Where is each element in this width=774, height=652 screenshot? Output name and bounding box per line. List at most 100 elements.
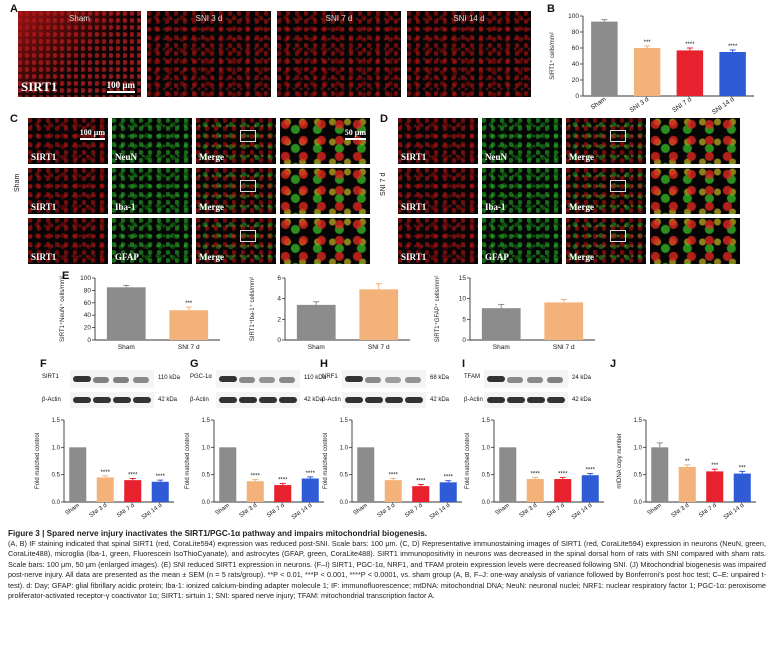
category-label: SNI 7 d <box>178 344 200 351</box>
blot-strip-loading <box>484 392 568 408</box>
blot-target-kda: 68 kDa <box>430 375 450 381</box>
blot-band <box>365 377 381 383</box>
micrograph-c-r3-red: SIRT1 <box>28 218 108 264</box>
bar <box>69 447 87 502</box>
caption-body: (A, B) IF staining indicated that spinal… <box>8 539 766 601</box>
blot-band <box>365 397 383 403</box>
chart-e1: SIRT1⁺NeuN⁺ cells/mm² 0 20 40 60 80 100 Sham ***… <box>59 275 220 351</box>
category-label: Sham <box>308 344 325 351</box>
category-label: Sham <box>647 503 663 517</box>
panel-letter-b: B <box>547 3 555 15</box>
micrograph-d-r2-green: Iba-1 <box>482 168 562 214</box>
category-label: SNI 3 d <box>519 503 539 519</box>
blot-loading-label: β-Actin <box>42 397 61 403</box>
scale-bar: 100 μm <box>79 128 105 140</box>
y-axis-label: SIRT1⁺ cells/mm² <box>549 32 556 79</box>
y-axis-label: SIRT1⁺GFAP⁺ cells/mm² <box>434 276 441 343</box>
bar <box>439 482 457 502</box>
scale-bar-label: 100 μm <box>106 80 135 90</box>
bar <box>481 308 521 340</box>
micrograph-c-r3-merge: Merge <box>196 218 276 264</box>
blot-band <box>239 377 255 383</box>
micrograph-c-r2-red: SIRT1 <box>28 168 108 214</box>
blot-target-label: SIRT1 <box>42 374 59 380</box>
y-tick-label: 0.0 <box>634 500 643 506</box>
zoom-region-box <box>240 230 256 242</box>
y-tick-label: 1.0 <box>52 445 61 451</box>
y-axis-label: SIRT1⁺NeuN⁺ cells/mm² <box>59 276 66 342</box>
marker-label: Iba-1 <box>115 202 136 212</box>
bar <box>678 467 696 502</box>
blot-band <box>279 397 297 403</box>
bar <box>544 302 584 340</box>
micrograph-a-sni3: SNI 3 d <box>147 11 271 97</box>
blot-loading-label: β-Actin <box>190 397 209 403</box>
micrograph-d-r2-red: SIRT1 <box>398 168 478 214</box>
chart-b: SIRT1⁺ cells/mm² 0 20 40 60 80 100 Sham *** SNI 3… <box>549 13 754 116</box>
blot-band <box>405 377 421 383</box>
micrograph-c-r3-green: GFAP <box>112 218 192 264</box>
y-tick-label: 0.5 <box>634 473 643 479</box>
category-label: SNI 7 d <box>553 344 575 351</box>
category-label: SNI 7 d <box>698 503 718 519</box>
marker-label: SIRT1 <box>401 202 427 212</box>
bar <box>169 310 209 340</box>
marker-label: Merge <box>569 202 594 212</box>
y-tick-label: 1.0 <box>340 445 349 451</box>
micrograph-c-r1-green: NeuN <box>112 118 192 164</box>
blot-loading-label: β-Actin <box>464 397 483 403</box>
blot-strip-target <box>216 370 300 388</box>
micrograph-d-r3-red: SIRT1 <box>398 218 478 264</box>
panel-letter-a: A <box>10 3 18 15</box>
blot-band <box>279 377 295 383</box>
significance-label: **** <box>251 474 261 480</box>
blot-band <box>239 397 257 403</box>
y-tick-label: 100 <box>80 275 91 282</box>
blot-strip-loading <box>216 392 300 408</box>
blot-band <box>527 397 545 403</box>
y-tick-label: 10 <box>459 296 467 303</box>
y-tick-label: 80 <box>572 29 580 36</box>
row-label-c: Sham <box>14 173 21 192</box>
bar <box>499 447 517 502</box>
panel-letter-e: E <box>62 270 70 282</box>
chart-f: Fold matched control 0.0 0.5 1.0 1.5 Sham ****… <box>35 418 174 521</box>
bar <box>733 473 751 502</box>
y-tick-label: 15 <box>459 275 467 282</box>
significance-label: *** <box>644 40 652 46</box>
marker-label: Merge <box>569 152 594 162</box>
scale-bar: 100 μm <box>106 80 135 93</box>
y-tick-label: 1.0 <box>202 445 211 451</box>
blot-band <box>405 397 423 403</box>
bar <box>219 447 237 502</box>
micrograph-d-r1-merge: Merge <box>566 118 646 164</box>
condition-label: SNI 7 d <box>325 14 353 23</box>
marker-label: SIRT1 <box>31 252 57 262</box>
panel-letter-g: G <box>190 358 199 370</box>
y-axis-label: Fold matched control <box>465 433 471 489</box>
category-label: Sham <box>118 344 135 351</box>
y-axis-label: Fold matched control <box>323 433 329 489</box>
blot-band <box>219 376 237 382</box>
y-tick-label: 40 <box>572 61 580 68</box>
micrograph-c-r3-zoom <box>280 218 370 264</box>
zoom-region-box <box>240 180 256 192</box>
panel-c-grid: SIRT1 100 μm NeuN Merge 50 μm SIRT1 Iba-… <box>28 118 373 266</box>
bar <box>96 477 114 502</box>
bar <box>706 471 724 502</box>
marker-label: SIRT1 <box>21 79 58 94</box>
marker-label: SIRT1 <box>31 152 57 162</box>
bar <box>719 52 746 96</box>
blot-strip-target <box>70 370 154 388</box>
y-tick-label: 0.5 <box>202 473 211 479</box>
y-tick-label: 40 <box>84 312 92 319</box>
blot-band <box>73 376 91 382</box>
bar <box>359 289 399 340</box>
blot-band <box>219 397 237 403</box>
category-label: SNI 3 d <box>628 96 650 114</box>
significance-label: **** <box>531 471 541 477</box>
blot-band <box>93 377 109 383</box>
category-label: Sham <box>65 503 81 517</box>
micrograph-c-r2-zoom <box>280 168 370 214</box>
y-tick-label: 2 <box>277 316 281 323</box>
